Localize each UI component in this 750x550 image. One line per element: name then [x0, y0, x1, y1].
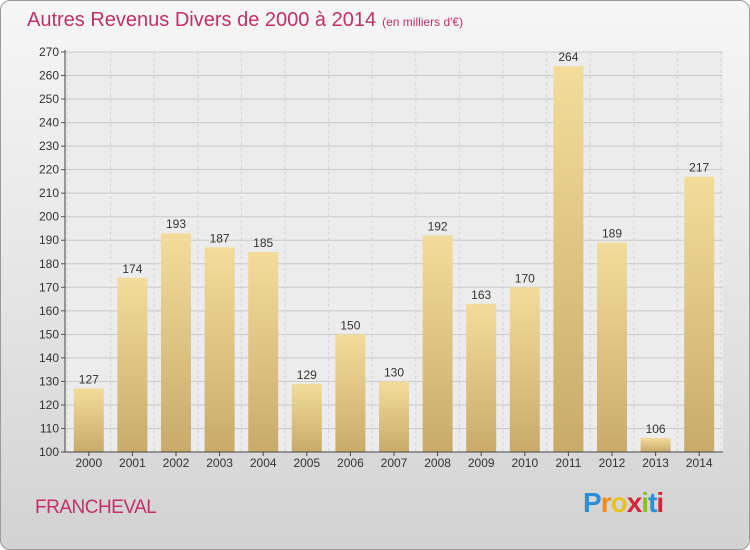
x-tick-label: 2007: [381, 456, 408, 470]
bar: [161, 233, 191, 452]
x-tick-label: 2010: [511, 456, 538, 470]
logo-letter: i: [656, 487, 664, 518]
y-tick-label: 270: [39, 45, 59, 59]
x-tick-label: 2002: [163, 456, 190, 470]
bar-value-label: 150: [340, 318, 360, 332]
x-tick-label: 2001: [119, 456, 146, 470]
bar-value-label: 129: [297, 368, 317, 382]
y-tick-label: 170: [39, 280, 59, 294]
place-name: FRANCHEVAL: [35, 497, 157, 518]
y-tick-label: 220: [39, 163, 59, 177]
y-tick-label: 230: [39, 139, 59, 153]
bar-value-label: 170: [515, 271, 535, 285]
y-tick-label: 190: [39, 233, 59, 247]
x-tick-label: 2005: [293, 456, 320, 470]
proxiti-logo: Proxiti: [583, 487, 664, 519]
x-tick-label: 2014: [686, 456, 713, 470]
logo-letter: r: [600, 487, 612, 518]
logo-letter: P: [583, 487, 602, 518]
bar: [684, 176, 715, 453]
bar-value-label: 174: [122, 262, 142, 276]
bar-value-label: 106: [646, 422, 666, 436]
y-tick-label: 150: [39, 327, 59, 341]
logo-letter: x: [626, 487, 643, 518]
bar: [422, 235, 453, 452]
logo-letter: o: [610, 487, 628, 518]
bar: [640, 437, 671, 452]
y-tick-label: 180: [39, 257, 59, 271]
x-tick-label: 2012: [599, 456, 626, 470]
x-tick-label: 2000: [75, 456, 102, 470]
bar-value-label: 127: [79, 372, 99, 386]
y-tick-label: 250: [39, 92, 59, 106]
bar-value-label: 163: [471, 288, 491, 302]
chart-title-text: Autres Revenus Divers de 2000 à 2014: [27, 9, 377, 31]
bar: [248, 252, 279, 452]
bars: 127 174 193 187 185 129 150 130 192 163 170 264 189 1…: [73, 50, 715, 453]
x-tick-label: 2013: [642, 456, 669, 470]
bar-value-label: 192: [428, 220, 448, 234]
bar-value-label: 185: [253, 236, 273, 250]
bar-value-label: 187: [210, 231, 230, 245]
bar: [553, 66, 584, 452]
bar: [335, 334, 366, 452]
y-tick-label: 160: [39, 304, 59, 318]
y-axis: 100 110 120 130 140 150 160 170 180 190 200 210 220 2…: [39, 45, 66, 459]
chart-title: Autres Revenus Divers de 2000 à 2014 (en …: [27, 9, 463, 32]
bar: [597, 242, 627, 452]
x-tick-label: 2006: [337, 456, 364, 470]
bar: [379, 381, 409, 452]
y-tick-label: 210: [39, 186, 59, 200]
logo-letter: i: [641, 487, 649, 518]
bar: [73, 388, 104, 452]
x-tick-label: 2004: [250, 456, 277, 470]
x-tick-label: 2008: [424, 456, 451, 470]
bar: [466, 303, 497, 452]
y-tick-label: 140: [39, 351, 59, 365]
logo-letter: t: [648, 487, 657, 518]
y-tick-label: 200: [39, 210, 59, 224]
y-tick-label: 240: [39, 116, 59, 130]
y-tick-label: 110: [40, 421, 59, 435]
x-axis: 2000 2001 2002 2003 2004 2005 2006 2007 2008 2009…: [65, 451, 723, 470]
y-tick-label: 120: [39, 398, 59, 412]
bar-value-label: 193: [166, 217, 186, 231]
bar: [204, 247, 235, 452]
bar: [117, 277, 148, 452]
bar-value-label: 130: [384, 365, 404, 379]
chart-subtitle: (en milliers d'€): [382, 15, 464, 29]
y-tick-label: 100: [39, 445, 59, 459]
bar-value-label: 264: [558, 50, 578, 64]
x-tick-label: 2003: [206, 456, 233, 470]
bar: [291, 383, 322, 452]
y-tick-label: 130: [39, 374, 59, 388]
x-tick-label: 2011: [555, 456, 581, 470]
x-tick-label: 2009: [468, 456, 495, 470]
y-tick-label: 260: [39, 69, 59, 83]
bar-value-label: 217: [689, 161, 709, 175]
bar: [509, 287, 540, 452]
bar-value-label: 189: [602, 227, 622, 241]
